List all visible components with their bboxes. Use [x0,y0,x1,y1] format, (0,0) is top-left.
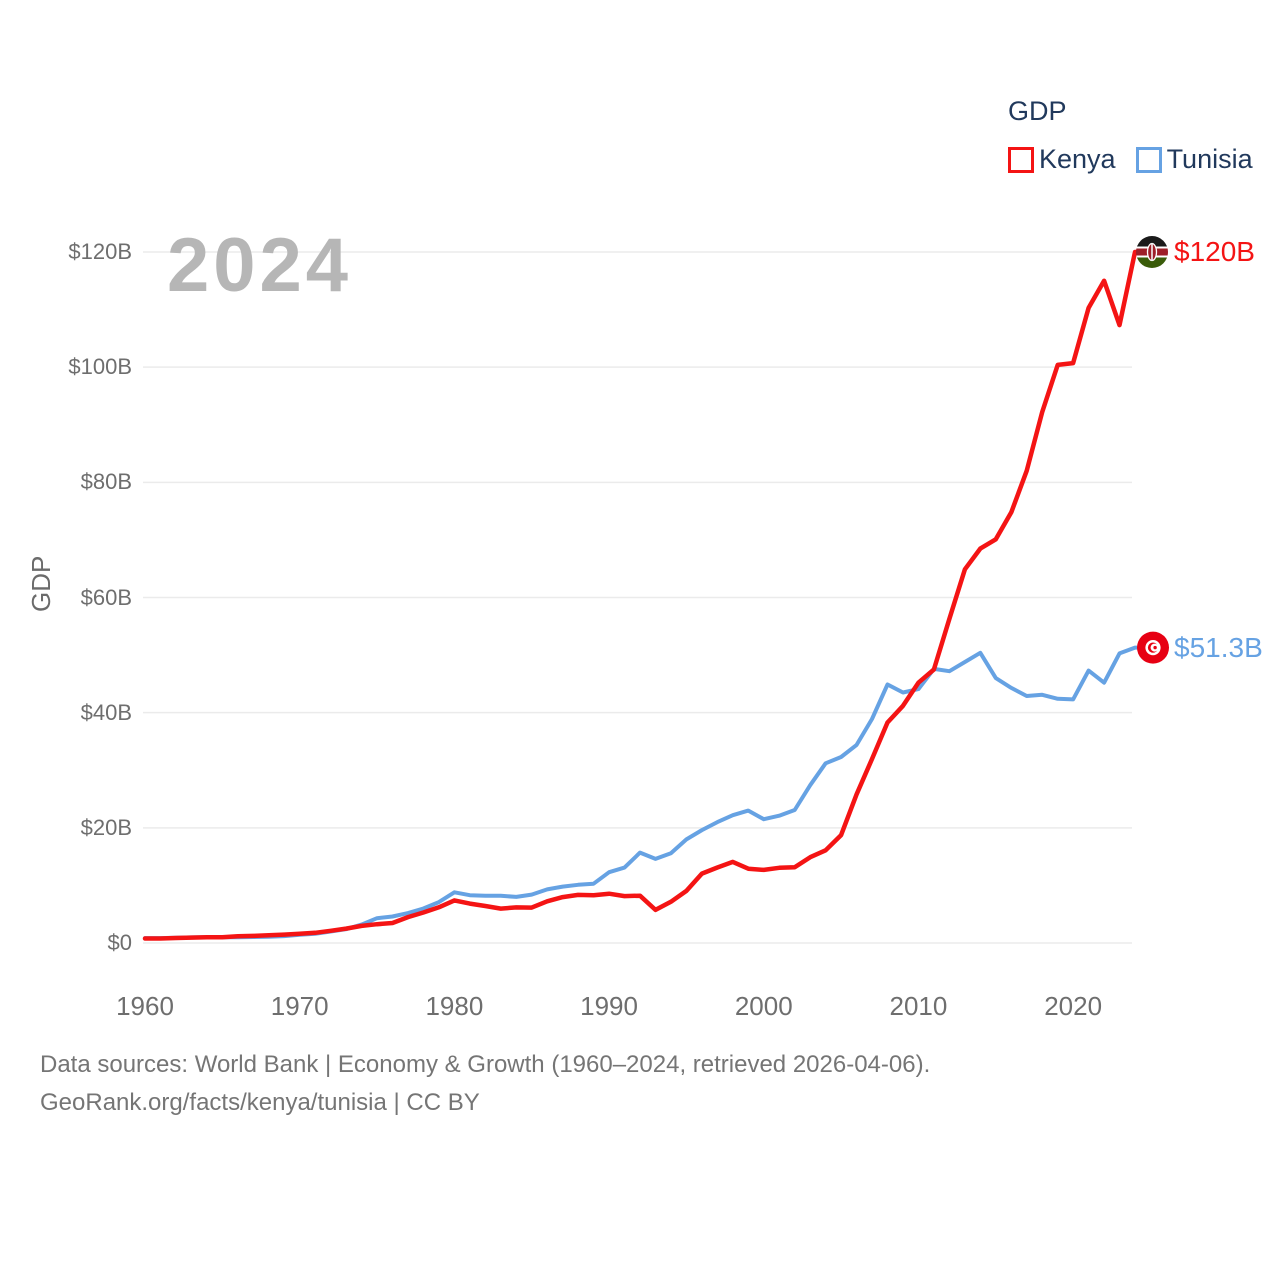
legend-item-label: Tunisia [1166,144,1253,174]
y-axis-tick-label: $120B [68,239,132,264]
chart-legend: GDP Kenya Tunisia [1008,96,1253,175]
legend-item-kenya[interactable]: Kenya [1008,144,1116,175]
kenya-flag-icon [1136,236,1168,269]
tunisia-series-line [143,645,1143,941]
x-axis-tick-label: 2010 [889,991,948,1021]
y-axis-tick-label: $100B [68,354,132,380]
legend-items: Kenya Tunisia [1008,144,1253,175]
y-axis-tick-label: $80B [80,469,132,495]
x-axis-tick-label: 2000 [734,991,793,1021]
kenya-end-value-label: $120B [1174,236,1255,267]
legend-item-tunisia[interactable]: Tunisia [1135,144,1253,175]
legend-item-label: Kenya [1039,144,1116,174]
x-axis-tick-label: 2020 [1044,991,1103,1021]
tunisia-end-value-label: $51.3B [1174,631,1263,663]
y-axis-tick-label: $40B [80,699,132,725]
x-axis-tick-label: 1980 [425,991,484,1021]
kenya-swatch-icon [1008,146,1034,173]
y-axis-tick-label: $20B [80,814,132,840]
source-attribution: Data sources: World Bank | Economy & Gro… [40,1046,930,1122]
legend-title: GDP [1008,96,1067,126]
year-watermark: 2024 [167,223,353,308]
y-axis-tick-label: $60B [80,584,132,610]
attribution-url-line: GeoRank.org/facts/kenya/tunisia | CC BY [40,1089,480,1116]
x-axis-tick-label: 1960 [116,991,174,1021]
kenya-series-line [142,249,1144,941]
x-axis-tick-label: 1990 [580,991,638,1021]
x-axis-tick-label: 1970 [270,991,329,1021]
tunisia-swatch-icon [1135,146,1162,173]
data-sources-line: Data sources: World Bank | Economy & Gro… [40,1051,931,1078]
tunisia-flag-icon [1137,631,1169,664]
y-axis-tick-label: $0 [107,930,132,955]
